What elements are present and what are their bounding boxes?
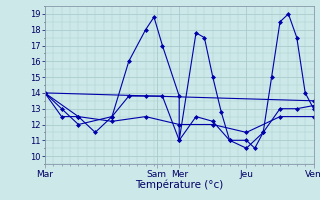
X-axis label: Température (°c): Température (°c)	[135, 180, 223, 190]
